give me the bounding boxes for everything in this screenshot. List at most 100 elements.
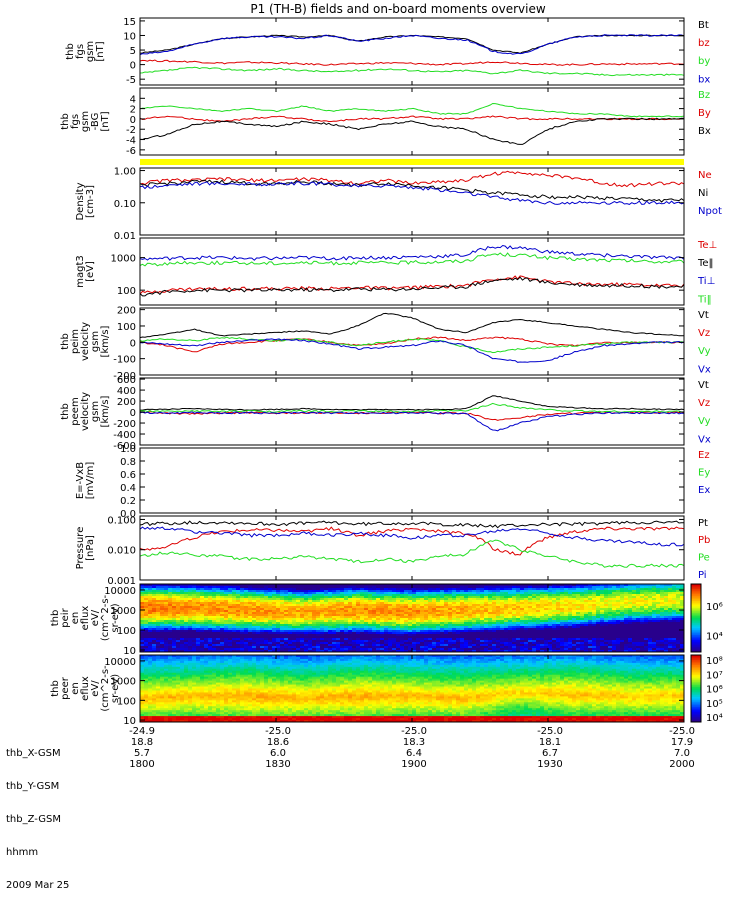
y-tick-label: 15: [123, 17, 136, 28]
y-tick-label: 400: [117, 386, 136, 397]
legend-temperature-0: Te⊥: [697, 240, 717, 251]
yellow-band: [140, 159, 684, 165]
series-fgs-red: [140, 60, 684, 65]
legend-fgs-1: bz: [698, 38, 710, 49]
legend-velocity-peim-1: Vz: [698, 328, 710, 339]
legend-fgs-3: bx: [698, 74, 710, 85]
legend-velocity-peem-3: Vx: [698, 434, 711, 445]
series-temperature-blue: [140, 246, 684, 261]
legend-pressure-1: Pb: [698, 535, 710, 546]
series-pressure-black: [140, 521, 684, 528]
series-velocity-peem-blue: [140, 412, 684, 431]
series-pressure-blue: [140, 527, 684, 546]
legend-efield-1: Ey: [698, 468, 710, 479]
legend-fgs-0: Bt: [698, 20, 709, 31]
y-tick-label: 100: [117, 322, 136, 333]
overview-plot: P1 (TH-B) fields and on-board moments ov…: [0, 0, 750, 800]
legend-temperature-1: Te‖: [697, 258, 714, 269]
legend-velocity-peem-0: Vt: [698, 380, 709, 391]
y-tick-label: -200: [113, 419, 136, 430]
y-tick-label: 0.01: [114, 231, 136, 242]
y-tick-label: 200: [117, 306, 136, 317]
y-axis-label: [nT]: [100, 111, 111, 131]
legend-efield-2: Ex: [698, 485, 710, 496]
series-velocity-peim-black: [140, 313, 684, 337]
legend-velocity-peim-3: Vx: [698, 364, 711, 375]
panel-frame: [140, 238, 684, 305]
y-tick-label: 600: [117, 375, 136, 386]
legend-pressure-3: Pi: [698, 570, 707, 581]
y-axis-label: [nT]: [95, 41, 106, 61]
y-tick-label: -5: [126, 75, 136, 86]
series-fgs-black: [140, 35, 684, 53]
series-fgs-green: [140, 67, 684, 75]
y-axis-label: [km/s]: [100, 325, 111, 357]
panel-frame: [140, 18, 684, 85]
series-velocity-peem-black: [140, 396, 684, 410]
series-temperature-green: [140, 253, 684, 266]
colorbar-tick-label: 10⁴: [706, 632, 723, 643]
plot-title: P1 (TH-B) fields and on-board moments ov…: [250, 2, 546, 16]
y-tick-label: 0.4: [120, 483, 136, 494]
y-tick-label: 10: [123, 31, 136, 42]
y-tick-label: 1000: [111, 254, 136, 265]
legend-density-2: Npot: [698, 206, 722, 217]
legend-fgs-2: by: [698, 56, 710, 67]
series-fgs-blue: [140, 35, 684, 55]
y-tick-label: 10: [123, 646, 136, 657]
series-velocity-peem-green: [140, 403, 684, 412]
y-tick-label: -400: [113, 430, 136, 441]
legend-pressure-0: Pt: [698, 518, 708, 529]
legend-velocity-peem-1: Vz: [698, 398, 710, 409]
series-pressure-green: [140, 540, 684, 567]
panel-frame: [140, 448, 684, 513]
y-tick-label: -6: [126, 146, 136, 157]
series-density-black: [140, 180, 684, 202]
y-tick-label: 0: [130, 61, 136, 72]
y-tick-label: 100: [117, 286, 136, 297]
legend-velocity-peim-0: Vt: [698, 310, 709, 321]
y-tick-label: 0.10: [114, 199, 136, 210]
legend-velocity-peim-2: Vy: [698, 346, 711, 357]
y-tick-label: 0.2: [120, 496, 136, 507]
series-fgs-dsl-green: [140, 104, 684, 117]
y-tick-label: 0.010: [107, 546, 136, 557]
legend-temperature-3: Ti‖: [697, 294, 712, 305]
series-fgs-dsl-black: [140, 118, 684, 144]
y-axis-label: [cm-3]: [85, 185, 96, 218]
legend-efield-0: Ez: [698, 450, 710, 461]
y-tick-label: 5: [130, 46, 136, 57]
y-axis-label: sr-eV): [110, 603, 121, 632]
legend-density-1: Ni: [698, 188, 708, 199]
legend-fgs-dsl-1: By: [698, 108, 711, 119]
legend-density-0: Ne: [698, 170, 712, 181]
y-axis-label: [nPa]: [85, 535, 96, 561]
y-tick-label: 0.100: [107, 515, 136, 526]
series-temperature-red: [140, 276, 684, 294]
y-tick-label: 0.8: [120, 457, 136, 468]
y-axis-label: [km/s]: [100, 395, 111, 427]
panel-frame: [140, 516, 684, 580]
series-pressure-red: [140, 527, 684, 555]
legend-pressure-2: Pe: [698, 552, 710, 563]
legend-fgs-dsl-2: Bx: [698, 126, 711, 137]
y-tick-label: 0: [130, 338, 136, 349]
legend-velocity-peem-2: Vy: [698, 416, 711, 427]
series-temperature-black: [140, 277, 684, 296]
legend-fgs-dsl-0: Bz: [698, 90, 710, 101]
y-tick-label: 1.0: [120, 444, 136, 455]
y-axis-label: [mV/m]: [85, 462, 96, 500]
legend-temperature-2: Ti⊥: [697, 276, 715, 287]
y-tick-label: -100: [113, 355, 136, 366]
y-tick-label: 0.6: [120, 470, 136, 481]
